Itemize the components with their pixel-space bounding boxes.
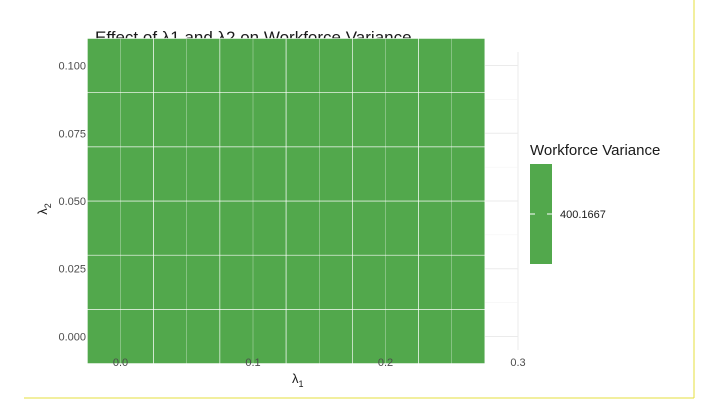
x-tick-label: 0.0: [113, 357, 128, 369]
y-axis-title-main: λ: [35, 208, 50, 215]
x-tick-label: 0.1: [245, 357, 260, 369]
legend: Workforce Variance 400.1667: [530, 142, 660, 264]
legend-label: 400.1667: [560, 209, 606, 221]
x-tick-label: 0.2: [378, 357, 393, 369]
x-axis-title: λ1: [292, 371, 304, 389]
y-axis-title: λ2: [35, 203, 53, 215]
y-tick-label: 0.050: [58, 196, 86, 208]
tile-layer: 400.1667400.1667400.1667400.1667400.1667…: [87, 38, 486, 364]
x-axis-ticks: 0.0 0.1 0.2 0.3: [113, 357, 526, 369]
y-tick-label: 0.075: [58, 128, 86, 140]
x-axis-title-subscript: 1: [299, 379, 304, 389]
y-tick-label: 0.000: [58, 331, 86, 343]
x-tick-label: 0.3: [510, 357, 525, 369]
y-axis-ticks: 0.000 0.025 0.050 0.075 0.100: [58, 61, 86, 344]
y-tick-label: 0.025: [58, 264, 86, 276]
legend-color-bar: [530, 164, 552, 264]
x-axis-title-main: λ: [292, 371, 299, 386]
legend-title: Workforce Variance: [530, 142, 660, 159]
y-tick-label: 0.100: [58, 61, 86, 73]
y-axis-title-subscript: 2: [43, 203, 53, 208]
